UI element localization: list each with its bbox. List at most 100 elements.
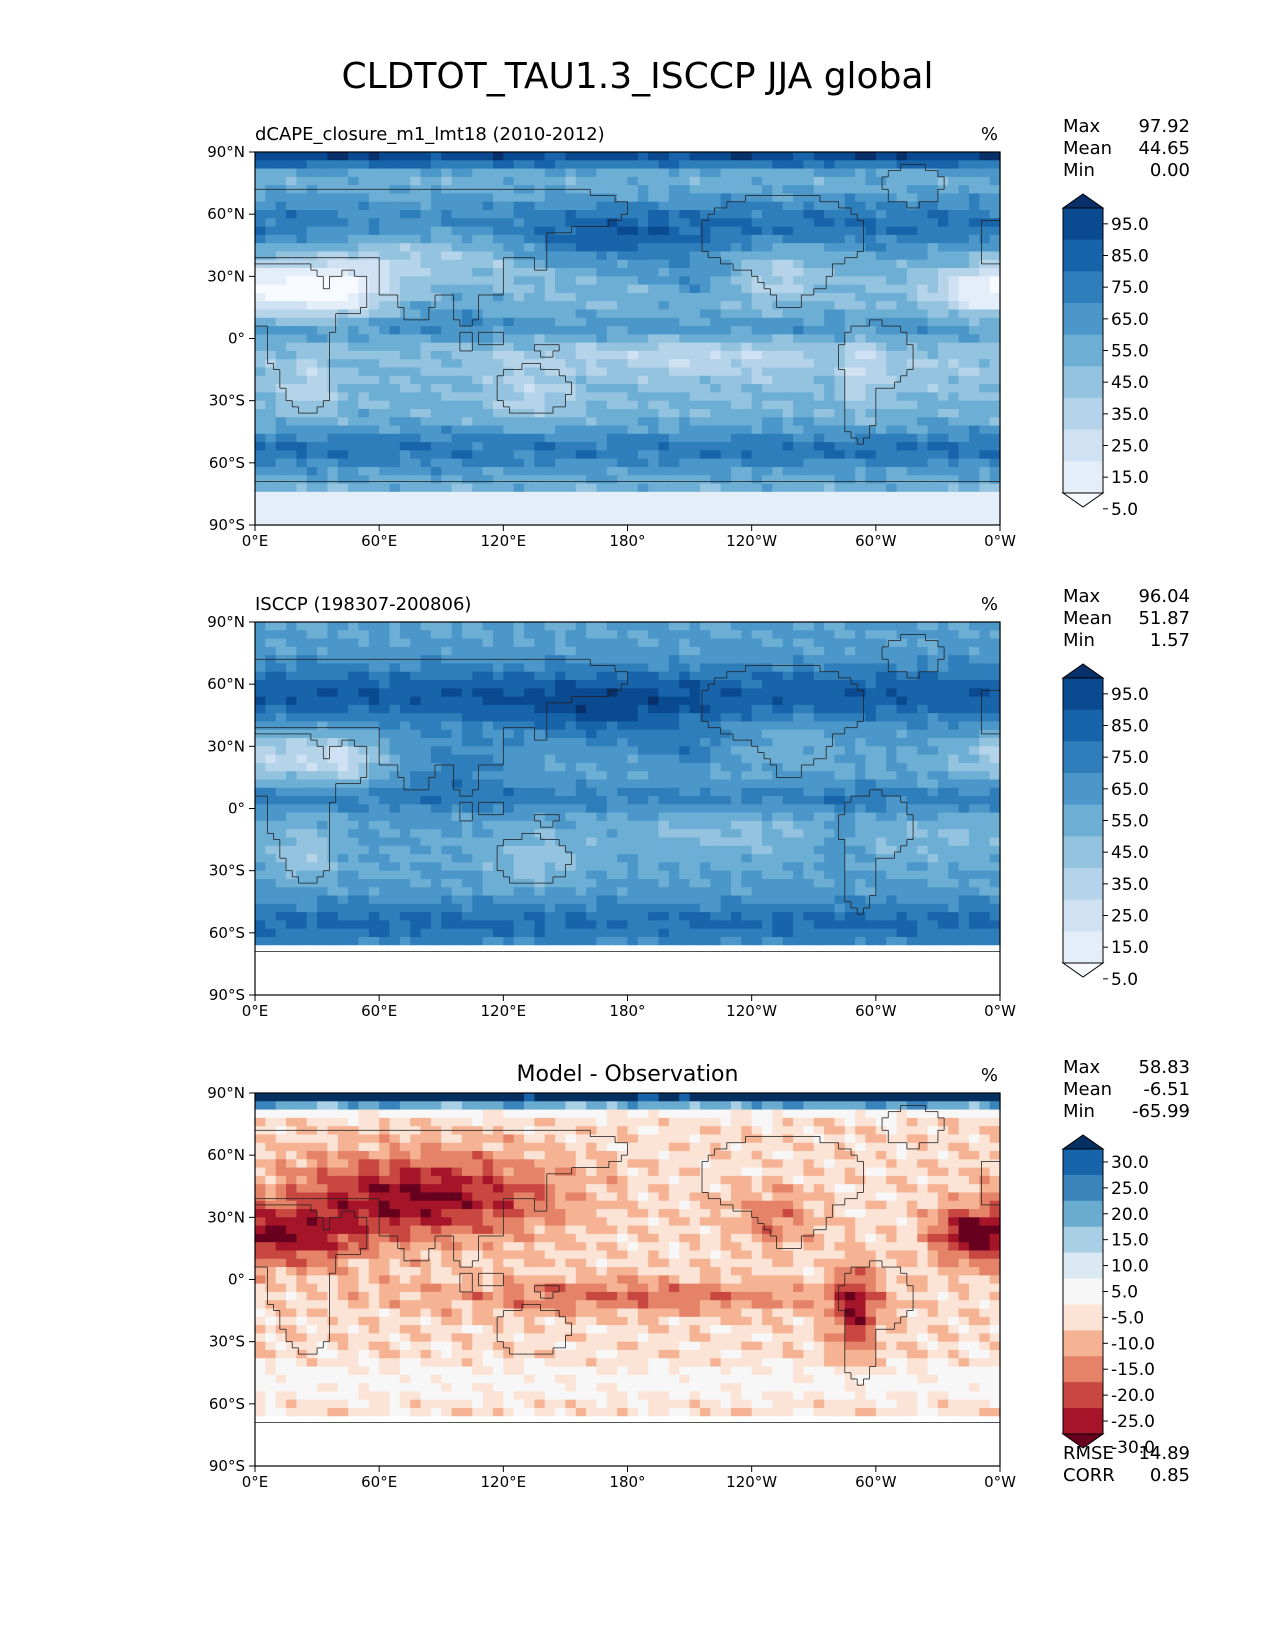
map-cell [606,350,618,360]
map-cell [265,713,277,723]
map-cell [668,508,680,518]
map-cell [793,276,805,286]
map-cell [679,425,691,435]
map-cell [472,646,484,656]
map-cell [368,433,380,443]
map-cell [886,433,898,443]
map-cell [586,326,598,335]
map-cell [710,268,722,277]
map-cell [420,450,432,460]
map-cell [793,152,805,161]
map-cell [524,392,535,402]
map-cell [720,193,732,203]
map-cell [575,276,587,286]
map-cell [793,622,805,631]
map-cell [710,408,722,418]
map-cell [420,234,432,244]
map-cell [668,663,680,673]
map-cell [937,160,949,170]
map-cell [430,663,442,673]
map-cell [927,466,939,476]
map-cell [306,384,318,393]
map-cell [492,646,504,656]
colorbar-segment [1063,334,1103,367]
map-cell [710,317,722,327]
map-cell [430,384,442,393]
map-cell [627,251,639,261]
map-cell [989,663,1001,673]
map-cell [855,417,867,427]
map-cell [855,218,867,228]
map-cell [917,326,929,335]
map-cell [813,458,825,468]
map-cell [979,671,991,681]
map-cell [793,226,805,236]
map-cell [430,268,442,277]
map-cell [803,622,815,631]
map-cell [824,392,836,402]
map-cell [813,483,825,493]
map-cell [689,433,701,443]
map-cell [617,226,629,236]
map-cell [730,226,742,236]
map-cell [286,475,297,485]
map-cell [855,671,867,681]
map-cell [524,696,535,706]
map-cell [503,334,515,344]
map-cell [751,243,763,253]
map-cell [855,317,867,327]
map-cell [379,491,391,501]
map-cell [772,425,784,435]
map-cell [627,168,639,178]
map-cell [606,466,618,476]
map-cell [679,210,691,219]
map-cell [327,408,339,418]
map-cell [648,284,660,294]
map-cell [482,168,494,178]
map-cell [358,152,370,161]
map-cell [513,292,525,302]
map-cell [617,359,629,369]
map-cell [803,193,815,203]
map-cell [834,630,846,640]
map-cell [555,392,567,402]
map-cell [896,168,908,178]
map-cell [689,234,701,244]
map-cell [875,425,887,435]
map-cell [399,326,411,335]
map-cell [296,251,308,261]
map-cell [451,193,463,203]
map-cell [399,259,411,269]
map-cell [503,251,515,261]
map-cell [782,160,794,170]
map-cell [492,309,504,319]
map-cell [586,375,598,385]
map-cell [368,663,380,673]
map-cell [389,284,401,294]
map-cell [917,458,929,468]
map-cell [503,243,515,253]
map-cell [420,268,432,277]
map-cell [689,201,701,211]
map-cell [958,400,970,410]
map-cell [534,342,546,352]
map-cell [896,450,908,460]
map-cell [555,516,567,526]
map-cell [399,688,411,698]
map-cell [699,367,711,377]
map-cell [399,696,411,706]
map-cell [617,713,629,723]
map-cell [317,508,329,518]
map-cell [751,713,763,723]
map-cell [813,268,825,277]
map-cell [658,185,670,195]
map-cell [399,721,411,731]
map-cell [813,326,825,335]
map-cell [741,475,753,485]
map-cell [565,508,577,518]
map-cell [772,317,784,327]
map-cell [389,433,401,443]
map-cell [358,367,370,377]
map-cell [461,168,473,178]
map-cell [989,367,1001,377]
